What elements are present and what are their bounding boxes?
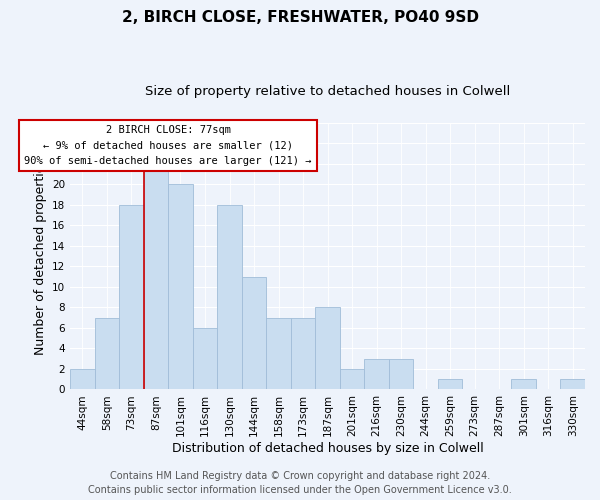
Bar [217,205,242,390]
Y-axis label: Number of detached properties: Number of detached properties [34,158,47,354]
Bar [266,318,291,390]
Bar [438,379,463,390]
X-axis label: Distribution of detached houses by size in Colwell: Distribution of detached houses by size … [172,442,484,455]
Bar [364,358,389,390]
Bar [70,369,95,390]
Text: Contains HM Land Registry data © Crown copyright and database right 2024.
Contai: Contains HM Land Registry data © Crown c… [88,471,512,495]
Bar [168,184,193,390]
Bar [95,318,119,390]
Bar [340,369,364,390]
Bar [193,328,217,390]
Text: 2, BIRCH CLOSE, FRESHWATER, PO40 9SD: 2, BIRCH CLOSE, FRESHWATER, PO40 9SD [121,10,479,25]
Bar [119,205,144,390]
Title: Size of property relative to detached houses in Colwell: Size of property relative to detached ho… [145,85,510,98]
Bar [389,358,413,390]
Bar [242,276,266,390]
Text: 2 BIRCH CLOSE: 77sqm
← 9% of detached houses are smaller (12)
90% of semi-detach: 2 BIRCH CLOSE: 77sqm ← 9% of detached ho… [25,124,312,166]
Bar [511,379,536,390]
Bar [291,318,316,390]
Bar [316,308,340,390]
Bar [560,379,585,390]
Bar [144,164,168,390]
